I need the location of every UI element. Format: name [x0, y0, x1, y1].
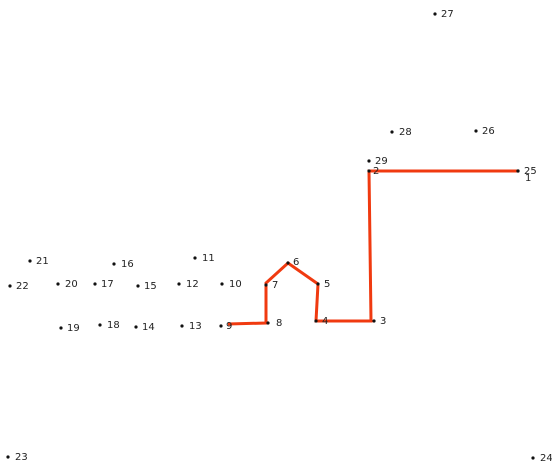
dot-4[interactable]: 4 — [314, 316, 328, 327]
dot-marker[interactable] — [8, 284, 12, 288]
dot-marker[interactable] — [316, 282, 320, 286]
dot-marker[interactable] — [314, 319, 318, 323]
dot-number-label: 21 — [36, 256, 49, 267]
drawn-path — [227, 169, 518, 326]
dot-marker[interactable] — [516, 169, 520, 173]
dot-number-label: 13 — [189, 321, 202, 332]
dot-number-label: 15 — [144, 281, 157, 292]
dot-marker[interactable] — [98, 323, 102, 327]
dot-number-label: 4 — [322, 316, 328, 327]
dot-23[interactable]: 23 — [6, 452, 28, 463]
dot-marker[interactable] — [474, 129, 478, 133]
dot-7[interactable]: 7 — [264, 280, 278, 291]
dot-marker[interactable] — [372, 319, 376, 323]
dot-marker[interactable] — [59, 326, 63, 330]
dot-20[interactable]: 20 — [56, 279, 78, 290]
dot-16[interactable]: 16 — [112, 259, 134, 270]
dot-number-label: 20 — [65, 279, 78, 290]
dot-number-label: 8 — [276, 318, 282, 329]
dot-19[interactable]: 19 — [59, 323, 80, 334]
dot-17[interactable]: 17 — [93, 279, 114, 290]
dot-28[interactable]: 28 — [390, 127, 412, 138]
dot-marker[interactable] — [531, 456, 535, 460]
dot-marker[interactable] — [390, 130, 394, 134]
dot-marker[interactable] — [367, 159, 371, 163]
dot-number-label: 25 — [524, 166, 537, 177]
dot-27[interactable]: 27 — [433, 9, 454, 20]
dot-29[interactable]: 29 — [367, 156, 388, 167]
dot-10[interactable]: 10 — [220, 279, 242, 290]
dot-11[interactable]: 11 — [193, 253, 215, 264]
dot-number-label: 5 — [324, 279, 330, 290]
dot-number-label: 3 — [380, 316, 386, 327]
dot-12[interactable]: 12 — [177, 279, 199, 290]
dot-number-label: 26 — [482, 126, 495, 137]
dot-number-label: 6 — [293, 257, 299, 268]
dot-marker[interactable] — [177, 282, 181, 286]
dot-8[interactable]: 8 — [266, 318, 282, 329]
dot-marker[interactable] — [56, 282, 60, 286]
dot-number-label: 29 — [375, 156, 388, 167]
dot-marker[interactable] — [134, 325, 138, 329]
dot-number-label: 1 — [525, 173, 531, 184]
dot-marker[interactable] — [367, 169, 371, 173]
dot-marker[interactable] — [93, 282, 97, 286]
dot-marker[interactable] — [6, 455, 10, 459]
dot-3[interactable]: 3 — [372, 316, 386, 327]
dot-number-label: 19 — [67, 323, 80, 334]
dot-18[interactable]: 18 — [98, 320, 120, 331]
dot-25[interactable]: 25 — [516, 166, 537, 177]
dot-marker[interactable] — [220, 282, 224, 286]
dot-number-label: 2 — [373, 166, 379, 177]
dot-5[interactable]: 5 — [316, 279, 330, 290]
dot-number-label: 27 — [441, 9, 454, 20]
dot-number-label: 16 — [121, 259, 134, 270]
dot-marker[interactable] — [264, 283, 268, 287]
dot-number-label: 11 — [202, 253, 215, 264]
dot-marker[interactable] — [112, 262, 116, 266]
dot-marker[interactable] — [219, 324, 223, 328]
dot-number-label: 23 — [15, 452, 28, 463]
dot-number-label: 17 — [101, 279, 114, 290]
dot-marker[interactable] — [286, 261, 290, 265]
dot-14[interactable]: 14 — [134, 322, 155, 333]
dot-24[interactable]: 24 — [531, 453, 552, 464]
dot-marker[interactable] — [266, 321, 270, 325]
dot-number-label: 14 — [142, 322, 155, 333]
dot-number-label: 9 — [226, 321, 232, 332]
dot-21[interactable]: 21 — [28, 256, 49, 267]
dot-number-label: 24 — [540, 453, 552, 464]
dot-15[interactable]: 15 — [136, 281, 157, 292]
dot-marker[interactable] — [136, 284, 140, 288]
dot-2[interactable]: 2 — [367, 166, 379, 177]
dot-6[interactable]: 6 — [286, 257, 299, 268]
dot-13[interactable]: 13 — [180, 321, 202, 332]
dot-number-label: 10 — [229, 279, 242, 290]
dot-26[interactable]: 26 — [474, 126, 495, 137]
dot-marker[interactable] — [180, 324, 184, 328]
dot-number-label: 18 — [107, 320, 120, 331]
dot-number-label: 12 — [186, 279, 199, 290]
dot-marker[interactable] — [433, 12, 437, 16]
dot-marker[interactable] — [193, 256, 197, 260]
dot-number-label: 28 — [399, 127, 412, 138]
dot-number-label: 22 — [16, 281, 29, 292]
dot-number-label: 7 — [272, 280, 278, 291]
connected-line — [227, 169, 518, 326]
dot-22[interactable]: 22 — [8, 281, 29, 292]
dot-9[interactable]: 9 — [219, 321, 232, 332]
dot-marker[interactable] — [28, 259, 32, 263]
